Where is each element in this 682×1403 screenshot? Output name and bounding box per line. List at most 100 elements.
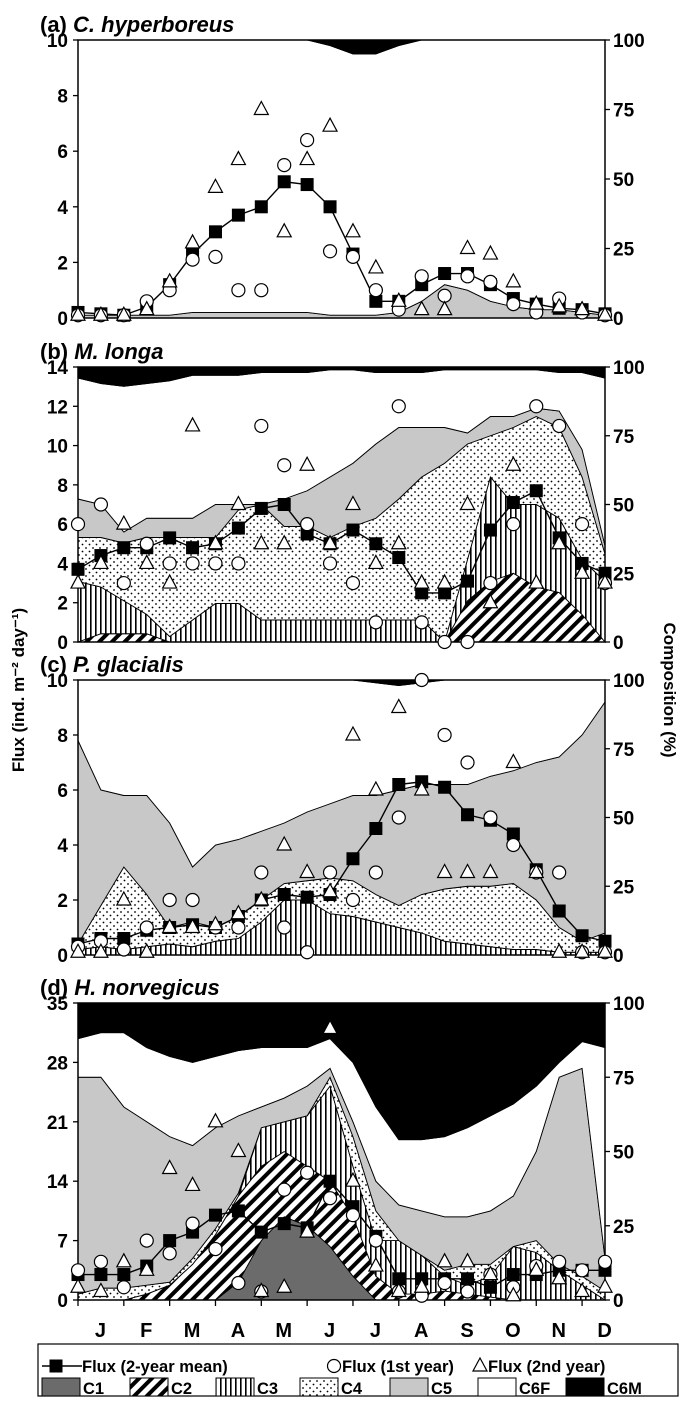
flux-point <box>277 175 291 189</box>
legend-marker <box>326 1358 342 1374</box>
flux-point <box>93 497 109 512</box>
flux-point <box>186 541 200 555</box>
flux-point <box>390 698 407 714</box>
flux-point <box>596 573 614 589</box>
flux-point <box>161 573 178 589</box>
flux-point <box>254 418 269 434</box>
flux-point <box>254 200 268 214</box>
flux-point <box>344 495 361 511</box>
flux-point <box>116 575 131 591</box>
flux-point <box>300 517 315 532</box>
flux-point <box>367 258 384 274</box>
flux-point <box>437 1275 452 1291</box>
flux-point <box>69 942 87 958</box>
legend-swatch <box>41 1377 81 1397</box>
y-tick-label: 14 <box>47 358 69 379</box>
flux-point <box>253 890 270 906</box>
y-tick-label: 0 <box>57 1291 68 1312</box>
x-tick-label: O <box>505 1320 521 1342</box>
y-tick-label: 0 <box>57 633 68 654</box>
y-tick-label: 8 <box>57 87 68 108</box>
flux-point <box>345 575 361 591</box>
y-tick-label: 2 <box>57 891 68 912</box>
y-tick-label: 4 <box>57 554 68 575</box>
y-tick-label: 10 <box>47 437 68 458</box>
flux-point <box>574 1282 591 1298</box>
flux-point <box>438 780 452 794</box>
y2-tick-label: 0 <box>613 1291 624 1312</box>
flux-point <box>436 300 453 316</box>
x-tick-label: M <box>275 1320 292 1342</box>
flux-point <box>163 531 177 545</box>
flux-point <box>460 755 475 770</box>
flux-point <box>392 1272 406 1286</box>
flux-point <box>254 865 269 880</box>
flux-point <box>277 458 292 473</box>
flux-point <box>551 1269 568 1285</box>
flux-point <box>369 294 383 308</box>
flux-point <box>230 150 247 166</box>
panel-species: C. hyperboreus <box>73 12 234 37</box>
flux-point <box>117 1268 131 1282</box>
flux-point <box>322 1019 339 1035</box>
flux-point <box>346 852 360 866</box>
flux-point <box>390 292 407 307</box>
flux-point <box>437 634 452 650</box>
flux-point <box>367 780 384 796</box>
flux-point <box>506 297 521 312</box>
flux-point <box>392 551 406 565</box>
flux-point <box>459 863 476 879</box>
flux-point <box>460 269 475 284</box>
y2-tick-label: 75 <box>613 101 635 122</box>
flux-point <box>436 1252 453 1268</box>
y2-tick-label: 25 <box>613 240 635 261</box>
flux-point <box>300 890 314 904</box>
y-tick-label: 0 <box>57 946 68 967</box>
y-tick-label: 21 <box>47 1113 69 1134</box>
legend-label: C6M <box>607 1380 642 1398</box>
flux-point <box>208 249 223 264</box>
y2-tick-label: 25 <box>613 877 635 898</box>
legend-swatch <box>299 1377 339 1397</box>
flux-point <box>161 272 178 288</box>
flux-point <box>276 222 293 238</box>
y2-tick-label: 0 <box>613 946 624 967</box>
y2-tick-label: 100 <box>613 358 645 379</box>
flux-point <box>368 615 383 630</box>
legend-label: C4 <box>341 1380 363 1398</box>
panel-label: (d) <box>40 975 68 1000</box>
flux-point <box>69 305 87 321</box>
flux-point <box>115 305 132 321</box>
panel-title: (b) M. longa <box>40 339 163 364</box>
flux-point <box>322 534 339 550</box>
flux-point <box>574 1263 590 1278</box>
y-tick-label: 28 <box>47 1053 68 1074</box>
flux-point <box>253 100 270 116</box>
flux-point <box>208 1208 222 1222</box>
panel-species: M. longa <box>74 339 163 364</box>
flux-point <box>597 1254 613 1269</box>
panel-species: H. norvegicus <box>74 975 219 1000</box>
flux-point <box>92 942 109 958</box>
flux-point <box>483 523 497 537</box>
legend-swatch <box>215 1377 255 1397</box>
flux-point <box>506 837 521 853</box>
panel-title: (a) C. hyperboreus <box>40 12 234 37</box>
flux-point <box>138 942 155 958</box>
flux-point <box>344 1171 361 1187</box>
flux-point <box>414 269 429 284</box>
y2-tick-label: 50 <box>613 170 634 191</box>
flux-point <box>322 1191 338 1206</box>
flux-point <box>299 150 316 166</box>
flux-point <box>598 566 612 580</box>
flux-point <box>437 288 452 303</box>
x-tick-label: J <box>95 1320 106 1342</box>
composition-area <box>77 39 606 316</box>
legend-label: Flux (2-year mean) <box>82 1358 228 1376</box>
flux-point <box>575 556 589 570</box>
flux-point <box>94 1268 108 1282</box>
flux-point <box>231 556 246 571</box>
flux-point <box>185 252 200 267</box>
flux-point <box>529 399 544 414</box>
flux-point <box>207 1112 224 1128</box>
